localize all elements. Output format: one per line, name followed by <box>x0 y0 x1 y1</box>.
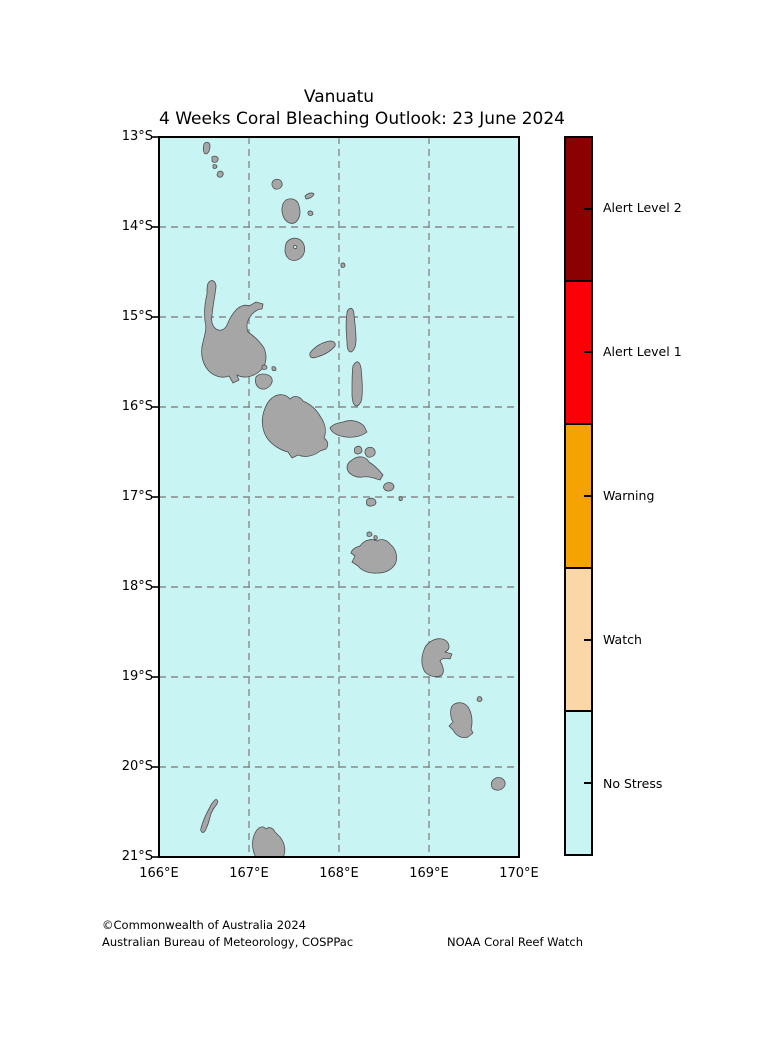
colorbar-segment-alert-level-1 <box>566 281 591 426</box>
island-torres-1 <box>203 141 211 155</box>
y-tick-label: 15°S <box>121 309 153 324</box>
y-tick-label: 16°S <box>121 399 153 414</box>
island-erromango <box>421 638 453 678</box>
map-border <box>158 136 520 858</box>
island-vanua-lava <box>281 198 301 224</box>
island-shapes <box>200 141 506 857</box>
noaa-credit: NOAA Coral Reef Watch <box>447 935 583 949</box>
island-ureparapara <box>271 178 283 190</box>
x-tick-label: 168°E <box>319 866 359 881</box>
legend-label-no-stress: No Stress <box>603 776 663 791</box>
island-efate <box>350 539 398 574</box>
island-pentecost <box>351 361 363 407</box>
page-title: Vanuatu <box>303 87 375 107</box>
x-tick-label: 166°E <box>139 866 179 881</box>
island-ambae <box>309 340 336 359</box>
y-tick-label: 17°S <box>121 489 153 504</box>
island-torres-3 <box>212 164 218 169</box>
island-maewo <box>345 307 357 353</box>
island-aniwa <box>476 696 483 702</box>
island-malakula <box>261 394 329 459</box>
y-tick-label: 20°S <box>121 759 153 774</box>
y-tick-label: 14°S <box>121 219 153 234</box>
colorbar-segment-no-stress <box>566 712 591 854</box>
y-axis-ticks <box>152 136 159 858</box>
island-nguna <box>366 531 373 537</box>
alert-level-colorbar <box>564 136 593 856</box>
y-tick-label: 21°S <box>121 849 153 864</box>
island-mota <box>307 210 314 216</box>
y-tick-label: 19°S <box>121 669 153 684</box>
island-malo <box>255 373 273 390</box>
colorbar-tick <box>584 638 591 641</box>
island-epi <box>346 456 384 481</box>
colorbar-tick <box>584 494 591 497</box>
colorbar-tick <box>584 351 591 354</box>
legend-label-alert-level-1: Alert Level 1 <box>603 344 682 359</box>
x-tick-label: 167°E <box>229 866 269 881</box>
island-tanna <box>448 702 474 738</box>
island-gaua <box>284 237 305 261</box>
island-mota-lava <box>304 192 315 200</box>
title-block: Vanuatu 4 Weeks Coral Bleaching Outlook:… <box>159 87 565 129</box>
island-lopevi <box>364 446 376 458</box>
vanuatu-map <box>152 136 520 858</box>
legend-label-warning: Warning <box>603 488 655 503</box>
island-mere-lava <box>340 262 346 268</box>
legend-label-watch: Watch <box>603 632 642 647</box>
island-shepherd-islet <box>398 496 403 502</box>
page-subtitle: 4 Weeks Coral Bleaching Outlook: 23 June… <box>159 109 565 129</box>
copyright-line: ©Commonwealth of Australia 2024 <box>102 918 307 932</box>
island-torres-2 <box>211 155 219 163</box>
island-emao <box>373 535 378 541</box>
y-tick-label: 13°S <box>121 129 153 144</box>
colorbar-segment-alert-level-2 <box>566 138 591 282</box>
colorbar-tick <box>584 207 591 210</box>
island-paama <box>353 445 363 455</box>
y-tick-label: 18°S <box>121 579 153 594</box>
map-canvas <box>152 136 520 858</box>
colorbar-segment-watch <box>566 568 591 713</box>
island-ambrym <box>329 420 368 438</box>
colorbar-tick <box>584 782 591 785</box>
graticule-gridlines <box>159 137 519 857</box>
x-tick-label: 169°E <box>409 866 449 881</box>
island-tutuba <box>271 366 277 372</box>
island-espiritu-santo <box>201 280 267 384</box>
island-aore <box>261 364 268 370</box>
agency-line: Australian Bureau of Meteorology, COSPPa… <box>102 935 354 949</box>
copyright-block: ©Commonwealth of Australia 2024 Australi… <box>102 917 353 951</box>
island-emae <box>365 497 377 507</box>
island-tongoa <box>383 482 395 492</box>
island-lifou <box>252 826 286 857</box>
island-torres-4 <box>216 170 224 178</box>
legend-label-alert-level-2: Alert Level 2 <box>603 200 682 215</box>
colorbar-segment-warning <box>566 425 591 569</box>
island-ouvea <box>200 799 219 833</box>
x-tick-label: 170°E <box>499 866 539 881</box>
island-aneityum <box>490 777 506 791</box>
